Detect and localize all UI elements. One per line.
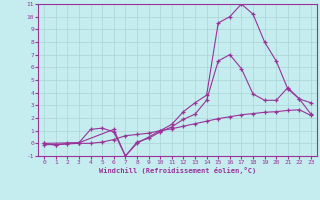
- X-axis label: Windchill (Refroidissement éolien,°C): Windchill (Refroidissement éolien,°C): [99, 167, 256, 174]
